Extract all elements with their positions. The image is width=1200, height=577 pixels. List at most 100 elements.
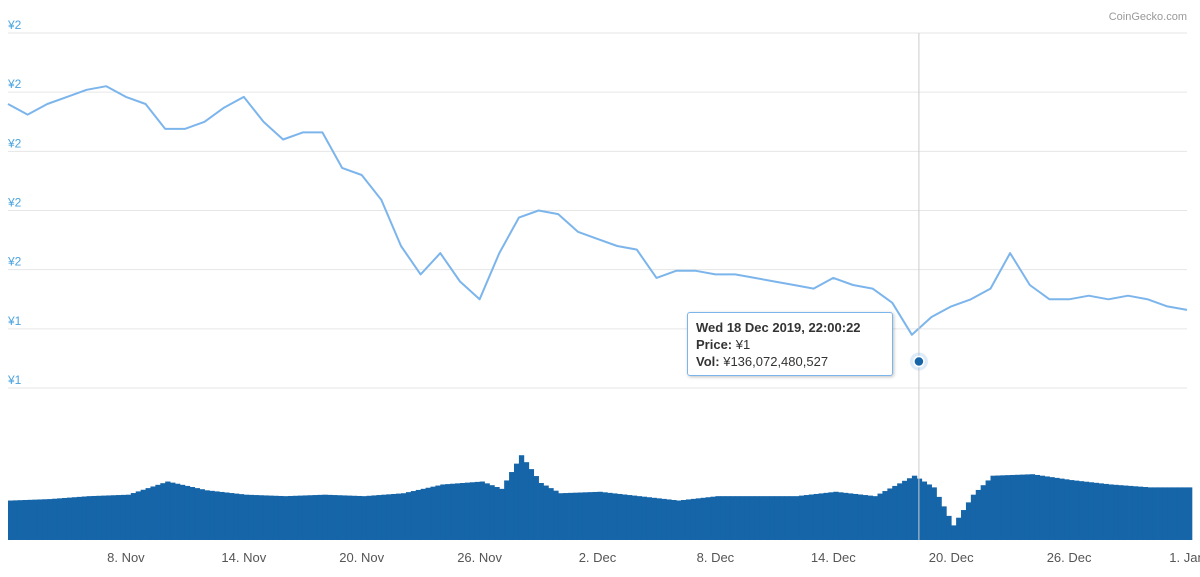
volume-bar [833, 491, 839, 540]
volume-bar [366, 495, 372, 540]
volume-bar [327, 494, 333, 540]
volume-bar [631, 495, 638, 540]
volume-bar [513, 463, 520, 540]
volume-bar [248, 494, 255, 540]
volume-bar [1044, 476, 1050, 540]
volume-bar [970, 494, 977, 540]
volume-bar [558, 493, 564, 540]
x-tick-label: 8. Nov [107, 550, 145, 565]
volume-bar [199, 489, 205, 540]
volume-bar [376, 495, 382, 540]
volume-bar [749, 496, 756, 540]
volume-bar [789, 496, 795, 540]
volume-bar [1103, 483, 1109, 540]
x-axis-labels: 8. Nov 14. Nov 20. Nov 26. Nov 2. Dec 8. Dec 1… [107, 550, 1200, 565]
volume-bar [494, 487, 500, 540]
volume-bar [459, 483, 466, 540]
volume-bar [445, 484, 451, 540]
volume-bar [1162, 487, 1168, 540]
volume-bar [1039, 475, 1045, 540]
volume-bar [882, 491, 888, 540]
volume-bar [995, 475, 1001, 540]
volume-bar [646, 497, 652, 540]
tooltip-price-label: Price: [696, 337, 733, 352]
volume-bar [1167, 487, 1173, 540]
volume-bar [356, 495, 363, 540]
volume-bar [62, 497, 68, 540]
volume-bar [106, 495, 112, 540]
volume-bar [1005, 475, 1011, 540]
y-tick-label: ¥2 [7, 196, 22, 210]
volume-bar [1078, 481, 1085, 540]
volume-bar [32, 499, 38, 540]
volume-bar [961, 510, 967, 540]
volume-bar [887, 488, 893, 540]
volume-bar [602, 492, 608, 540]
x-tick-label: 14. Dec [811, 550, 856, 565]
volume-bar [1029, 474, 1036, 540]
volume-bar [101, 495, 107, 540]
volume-bar [1088, 482, 1095, 540]
volume-bar [111, 495, 117, 540]
volume-bar [42, 499, 48, 540]
volume-bar [980, 485, 986, 540]
tooltip-vol-value: ¥136,072,480,527 [723, 354, 829, 369]
volume-bar [386, 494, 392, 540]
volume-bar [175, 483, 181, 540]
volume-bar [651, 497, 657, 540]
grid-lines [8, 32, 1187, 389]
volume-bar [435, 485, 441, 540]
highlight-point[interactable] [913, 355, 925, 368]
volume-bar [155, 484, 161, 540]
volume-bar [528, 469, 535, 540]
volume-bar [194, 488, 200, 540]
volume-bar [985, 480, 991, 540]
volume-bar [1069, 480, 1075, 540]
volume-bar [1123, 485, 1129, 540]
volume-bar [425, 487, 431, 540]
volume-bar [794, 496, 800, 540]
volume-bar [626, 495, 633, 540]
volume-bar [455, 483, 461, 540]
volume-bar [489, 485, 495, 540]
volume-bar [504, 480, 510, 540]
volume-bar [258, 495, 264, 540]
volume-bar [676, 500, 682, 540]
volume-bar [37, 499, 43, 540]
volume-bar [224, 492, 230, 540]
volume-bar [317, 494, 323, 540]
volume-bar [297, 495, 304, 540]
volume-bar [1049, 477, 1055, 540]
volume-bar [229, 493, 235, 540]
volume-bar [1142, 487, 1149, 540]
volume-bar [784, 496, 790, 540]
volume-bar [877, 493, 883, 540]
credit-label[interactable]: CoinGecko.com [1109, 11, 1187, 23]
volume-bar [1118, 485, 1124, 540]
volume-bar [926, 484, 932, 540]
volume-bar [430, 486, 436, 540]
volume-bar [941, 506, 947, 540]
y-tick-label: ¥2 [7, 77, 22, 91]
volume-bar [636, 496, 643, 540]
volume-bar [1083, 481, 1090, 540]
tooltip-date: Wed 18 Dec 2019, 22:00:22 [696, 320, 861, 335]
volume-bar [1000, 475, 1006, 540]
volume-bar [469, 482, 476, 540]
volume-bar [1147, 487, 1154, 540]
volume-bar [725, 496, 731, 540]
volume-bar [582, 492, 589, 540]
volume-bar [283, 496, 289, 540]
volume-bar [848, 493, 854, 540]
volume-bar [1010, 474, 1016, 540]
volume-bar [66, 497, 73, 540]
volume-bar [243, 494, 250, 540]
volume-bar [1113, 484, 1119, 540]
tooltip-vol-label: Vol: [696, 354, 720, 369]
volume-bar [150, 486, 156, 540]
volume-bar [568, 492, 574, 540]
volume-bar [921, 481, 928, 540]
volume-bar [420, 488, 426, 540]
x-tick-label: 14. Nov [221, 550, 266, 565]
volume-bar [975, 489, 982, 540]
